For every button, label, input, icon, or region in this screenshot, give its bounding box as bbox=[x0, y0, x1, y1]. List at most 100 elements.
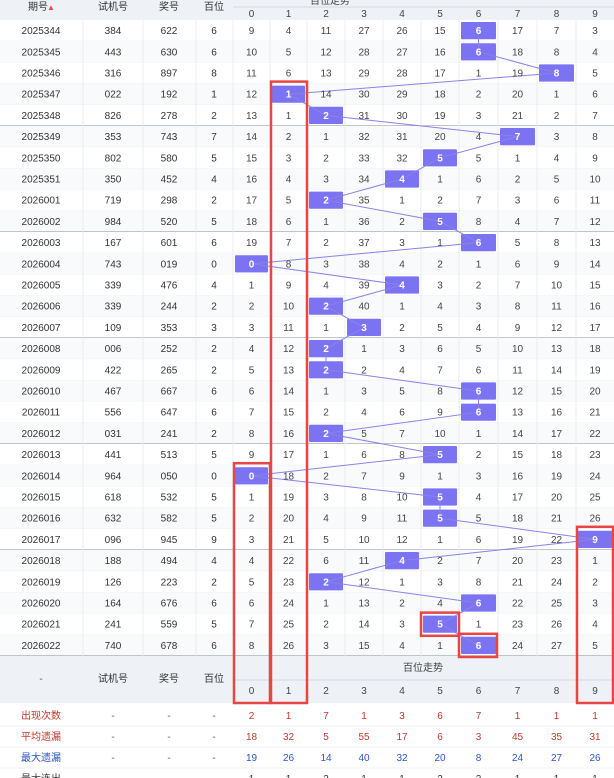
miss-value: 8 bbox=[399, 450, 405, 461]
miss-value: 17 bbox=[283, 450, 295, 461]
prize-number: 678 bbox=[161, 641, 178, 652]
miss-value: 2 bbox=[399, 323, 405, 334]
issue-number: 2026001 bbox=[22, 196, 61, 207]
miss-value: 7 bbox=[249, 620, 255, 631]
miss-value: 22 bbox=[512, 599, 524, 610]
miss-value: 7 bbox=[399, 429, 405, 440]
stat-value: 1 bbox=[554, 774, 560, 778]
test-number: 632 bbox=[105, 514, 122, 525]
miss-value: 6 bbox=[515, 259, 521, 270]
miss-value: 27 bbox=[396, 47, 408, 58]
hundreds-digit: 2 bbox=[211, 196, 217, 207]
stat-value: 20 bbox=[434, 753, 446, 764]
issue-number: 2026009 bbox=[22, 365, 61, 376]
header-digit-6: 6 bbox=[476, 9, 482, 20]
header-hundreds: 百位 bbox=[204, 0, 224, 13]
prize-number: 353 bbox=[161, 323, 178, 334]
stat-value: 17 bbox=[396, 732, 408, 743]
miss-value: 6 bbox=[399, 408, 405, 419]
miss-value: 20 bbox=[589, 387, 601, 398]
miss-value: 4 bbox=[323, 514, 329, 525]
miss-value: 14 bbox=[512, 429, 524, 440]
stat-value: 26 bbox=[283, 753, 295, 764]
hundreds-digit: 3 bbox=[211, 323, 217, 334]
miss-value: 13 bbox=[589, 238, 601, 249]
miss-value: 3 bbox=[399, 620, 405, 631]
miss-value: 5 bbox=[361, 429, 367, 440]
miss-value: 17 bbox=[246, 196, 258, 207]
issue-number: 2026022 bbox=[22, 641, 61, 652]
miss-value: 1 bbox=[554, 90, 560, 101]
miss-value: 37 bbox=[358, 238, 370, 249]
miss-value: 8 bbox=[592, 132, 598, 143]
header-digit-5: 5 bbox=[437, 9, 443, 20]
footer-digit-6: 6 bbox=[476, 686, 482, 697]
miss-value: 2 bbox=[286, 132, 292, 143]
stat-label: 平均遗漏 bbox=[21, 730, 61, 743]
stat-dash: - bbox=[111, 732, 114, 743]
highlight-box bbox=[419, 611, 461, 638]
miss-value: 26 bbox=[589, 514, 601, 525]
hundreds-digit: 4 bbox=[211, 175, 217, 186]
issue-number: 2026020 bbox=[22, 599, 61, 610]
miss-value: 14 bbox=[589, 259, 601, 270]
miss-value: 2 bbox=[249, 514, 255, 525]
highlight-box bbox=[575, 525, 614, 705]
footer-digit-1: 1 bbox=[286, 686, 292, 697]
miss-value: 10 bbox=[283, 302, 295, 313]
miss-value: 4 bbox=[399, 259, 405, 270]
stat-dash: - bbox=[167, 774, 170, 778]
stat-value: 35 bbox=[551, 732, 563, 743]
hit-value: 6 bbox=[476, 26, 482, 37]
prize-number: 494 bbox=[161, 556, 178, 567]
issue-number: 2026017 bbox=[22, 535, 61, 546]
miss-value: 15 bbox=[283, 408, 295, 419]
hit-value: 6 bbox=[476, 641, 482, 652]
miss-value: 2 bbox=[249, 302, 255, 313]
hit-value: 2 bbox=[323, 302, 329, 313]
miss-value: 5 bbox=[249, 577, 255, 588]
hundreds-digit: 8 bbox=[211, 69, 217, 80]
stat-value: 1 bbox=[249, 774, 255, 778]
miss-value: 3 bbox=[476, 111, 482, 122]
miss-value: 2 bbox=[323, 238, 329, 249]
hit-value: 6 bbox=[476, 387, 482, 398]
stat-value: 1 bbox=[515, 711, 521, 722]
miss-value: 1 bbox=[249, 493, 255, 504]
miss-value: 1 bbox=[437, 471, 443, 482]
miss-value: 2 bbox=[323, 153, 329, 164]
stat-label: 出现次数 bbox=[21, 709, 61, 722]
miss-value: 19 bbox=[434, 111, 446, 122]
miss-value: 12 bbox=[396, 535, 408, 546]
hit-value: 2 bbox=[323, 577, 329, 588]
header-digit-8: 8 bbox=[554, 9, 560, 20]
hit-value: 6 bbox=[476, 238, 482, 249]
stat-value: 3 bbox=[476, 732, 482, 743]
stat-value: 1 bbox=[286, 774, 292, 778]
miss-value: 38 bbox=[358, 259, 370, 270]
test-number: 167 bbox=[105, 238, 122, 249]
miss-value: 7 bbox=[286, 238, 292, 249]
miss-value: 4 bbox=[592, 47, 598, 58]
hit-value: 4 bbox=[399, 281, 405, 292]
hundreds-digit: 2 bbox=[211, 577, 217, 588]
stat-dash: - bbox=[212, 774, 215, 778]
hit-value: 0 bbox=[249, 471, 255, 482]
footer-test-number: 试机号 bbox=[98, 672, 128, 685]
footer-hundreds: 百位 bbox=[204, 672, 224, 685]
trend-line bbox=[251, 30, 596, 646]
issue-number: 2026005 bbox=[22, 281, 61, 292]
footer-digit-8: 8 bbox=[554, 686, 560, 697]
miss-value: 33 bbox=[358, 153, 370, 164]
miss-value: 14 bbox=[283, 387, 295, 398]
issue-number: 2026003 bbox=[22, 238, 61, 249]
stat-dash: - bbox=[212, 711, 215, 722]
miss-value: 16 bbox=[551, 408, 563, 419]
miss-value: 20 bbox=[551, 493, 563, 504]
hundreds-digit: 4 bbox=[211, 556, 217, 567]
test-number: 339 bbox=[105, 302, 122, 313]
test-number: 441 bbox=[105, 450, 122, 461]
miss-value: 31 bbox=[358, 111, 370, 122]
miss-value: 5 bbox=[323, 535, 329, 546]
header-test-number: 试机号 bbox=[98, 0, 128, 13]
